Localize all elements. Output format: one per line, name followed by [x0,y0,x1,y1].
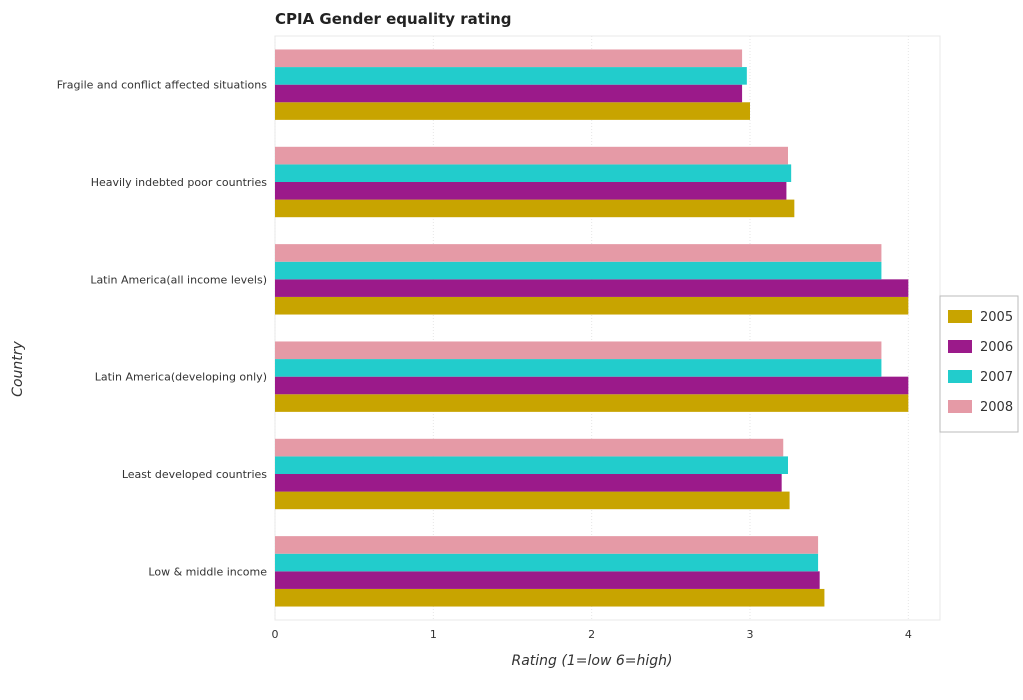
bar-2008 [275,49,743,68]
bar-2007 [275,553,819,572]
y-tick-label: Latin America(all income levels) [90,273,267,286]
bar-2007 [275,359,882,377]
y-tick-label: Latin America(developing only) [95,371,267,384]
y-tick-label: Heavily indebted poor countries [91,176,268,189]
legend-swatch [948,370,972,383]
x-tick-label: 3 [747,628,754,641]
legend-label: 2005 [980,310,1013,325]
x-tick-label: 0 [272,628,279,641]
plot-area: 0 1 2 3 4 Fragile and conflict affected situa… [57,35,941,641]
y-axis-label: Country [10,340,26,396]
bar-2007 [275,261,882,280]
y-tick-label: Fragile and conflict affected situations [57,79,268,92]
bar-2008 [275,341,882,360]
legend-swatch [948,340,972,353]
legend: 2005 2006 2007 2008 [939,295,1019,433]
bar-2008 [275,536,819,554]
bar-2006 [275,182,787,200]
bar-2005 [275,102,750,120]
bar-2008 [275,438,784,457]
bar-2006 [275,376,909,395]
plot-frame [274,35,941,621]
bar-2007 [275,164,792,182]
bar-2008 [275,146,788,165]
legend-label: 2006 [980,340,1013,355]
bar-2005 [275,491,790,510]
bar-2007 [275,456,788,474]
bar-2006 [275,279,909,297]
chart-title: CPIA Gender equality rating [275,10,512,28]
x-axis-label: Rating (1=low 6=high) [512,653,673,669]
y-tick-label: Least developed countries [122,468,267,481]
legend-swatch [948,310,972,323]
x-tick-label: 2 [588,628,595,641]
bar-2005 [275,296,909,315]
bar-2005 [275,588,825,607]
bar-2006 [275,474,782,492]
x-tick-label: 1 [430,628,437,641]
legend-swatch [948,400,972,413]
legend-label: 2008 [980,400,1013,415]
legend-label: 2007 [980,370,1013,385]
x-tick-label: 4 [905,628,912,641]
bar-2005 [275,394,909,412]
bar-2006 [275,84,743,103]
bar-2005 [275,199,795,218]
y-tick-label: Low & middle income [148,565,267,578]
bar-2007 [275,67,747,85]
bar-2006 [275,571,820,589]
bar-2008 [275,244,882,262]
